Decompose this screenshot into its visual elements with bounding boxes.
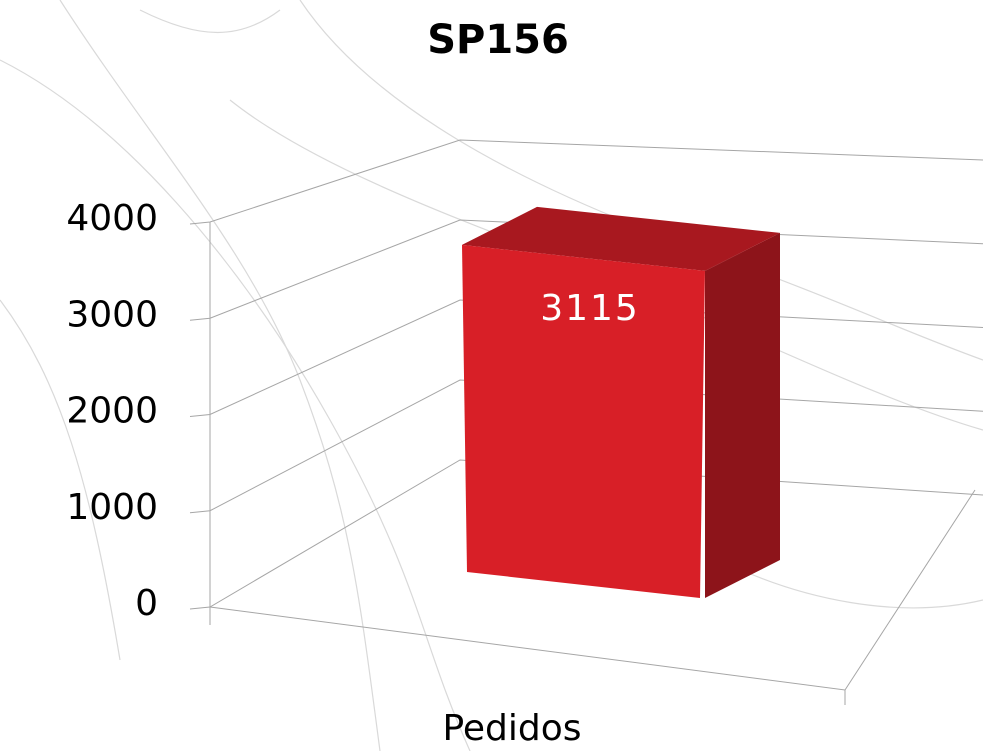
- bar: [462, 244, 705, 599]
- grid-line: [189, 139, 983, 225]
- y-tick-label: 1000: [66, 487, 158, 528]
- value-label: 3115: [540, 288, 640, 329]
- chart-title: SP156: [427, 17, 569, 63]
- x-axis-label: Pedidos: [442, 708, 581, 749]
- y-tick-label: 3000: [66, 294, 158, 335]
- y-tick-label: 2000: [66, 391, 158, 432]
- bar-top: [462, 206, 780, 271]
- bar-side: [705, 232, 780, 599]
- y-tick-label: 4000: [66, 198, 158, 239]
- axes: [209, 222, 976, 705]
- y-tick-label: 0: [135, 583, 158, 624]
